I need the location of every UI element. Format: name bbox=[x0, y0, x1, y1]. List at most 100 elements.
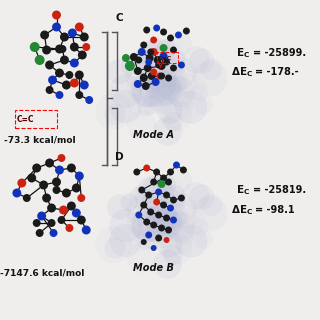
Circle shape bbox=[140, 202, 147, 209]
Circle shape bbox=[141, 190, 169, 218]
Circle shape bbox=[161, 100, 192, 131]
Circle shape bbox=[145, 59, 152, 66]
Circle shape bbox=[153, 181, 174, 203]
Circle shape bbox=[67, 164, 76, 172]
Circle shape bbox=[48, 76, 57, 84]
Circle shape bbox=[139, 175, 167, 204]
Circle shape bbox=[147, 204, 169, 225]
Text: $\mathbf{\Delta E_C}$: $\mathbf{\Delta E_C}$ bbox=[231, 203, 253, 217]
Circle shape bbox=[40, 30, 49, 39]
Circle shape bbox=[141, 55, 169, 83]
Circle shape bbox=[163, 214, 170, 221]
Circle shape bbox=[135, 189, 154, 209]
Circle shape bbox=[36, 229, 44, 237]
Circle shape bbox=[166, 212, 195, 241]
Circle shape bbox=[127, 205, 157, 236]
Circle shape bbox=[72, 209, 81, 218]
Circle shape bbox=[154, 211, 170, 228]
Circle shape bbox=[154, 117, 181, 146]
Circle shape bbox=[160, 174, 167, 181]
Circle shape bbox=[170, 217, 177, 223]
Text: Mode A: Mode A bbox=[133, 130, 174, 140]
Circle shape bbox=[140, 42, 147, 49]
Circle shape bbox=[46, 86, 53, 94]
Circle shape bbox=[154, 250, 181, 278]
Circle shape bbox=[70, 78, 79, 87]
Circle shape bbox=[134, 80, 142, 88]
Text: C: C bbox=[115, 13, 123, 23]
Circle shape bbox=[70, 59, 79, 68]
Circle shape bbox=[160, 52, 168, 60]
Circle shape bbox=[167, 204, 174, 212]
Circle shape bbox=[42, 45, 51, 54]
Circle shape bbox=[193, 197, 227, 231]
Circle shape bbox=[143, 212, 160, 228]
Text: = -25899.: = -25899. bbox=[253, 48, 306, 58]
Circle shape bbox=[23, 194, 31, 202]
Circle shape bbox=[157, 232, 182, 257]
Circle shape bbox=[170, 196, 177, 204]
Circle shape bbox=[32, 164, 41, 172]
Circle shape bbox=[166, 204, 187, 226]
Circle shape bbox=[167, 75, 186, 94]
Circle shape bbox=[129, 187, 152, 210]
Circle shape bbox=[126, 197, 155, 226]
Circle shape bbox=[166, 78, 195, 107]
Circle shape bbox=[154, 56, 162, 64]
Circle shape bbox=[149, 86, 176, 114]
Circle shape bbox=[55, 165, 64, 174]
Circle shape bbox=[160, 28, 167, 36]
Text: -73.3 kcal/mol: -73.3 kcal/mol bbox=[4, 135, 76, 144]
Circle shape bbox=[191, 84, 208, 101]
Circle shape bbox=[145, 205, 176, 236]
Circle shape bbox=[158, 211, 183, 235]
Circle shape bbox=[52, 186, 60, 194]
Circle shape bbox=[153, 45, 174, 67]
Circle shape bbox=[156, 51, 180, 75]
Circle shape bbox=[137, 229, 157, 250]
Circle shape bbox=[155, 61, 162, 68]
Circle shape bbox=[154, 73, 180, 100]
Circle shape bbox=[155, 188, 162, 196]
Circle shape bbox=[180, 73, 205, 99]
Circle shape bbox=[151, 245, 157, 251]
Circle shape bbox=[165, 227, 172, 234]
Circle shape bbox=[45, 60, 54, 69]
Circle shape bbox=[138, 206, 173, 242]
Circle shape bbox=[132, 212, 162, 241]
Circle shape bbox=[109, 209, 142, 242]
Circle shape bbox=[191, 219, 208, 236]
Circle shape bbox=[170, 65, 177, 71]
Circle shape bbox=[45, 158, 54, 167]
Circle shape bbox=[147, 209, 154, 215]
Circle shape bbox=[178, 61, 185, 68]
Circle shape bbox=[75, 91, 83, 99]
Circle shape bbox=[164, 245, 182, 264]
Circle shape bbox=[78, 51, 87, 60]
Circle shape bbox=[143, 230, 162, 249]
Circle shape bbox=[167, 210, 186, 229]
Circle shape bbox=[200, 59, 222, 80]
Circle shape bbox=[152, 78, 160, 86]
Circle shape bbox=[156, 193, 185, 222]
Circle shape bbox=[96, 227, 131, 263]
Circle shape bbox=[139, 39, 167, 68]
Circle shape bbox=[135, 212, 142, 219]
Circle shape bbox=[135, 178, 166, 209]
Circle shape bbox=[130, 53, 138, 61]
Circle shape bbox=[167, 35, 174, 42]
Text: = -98.1: = -98.1 bbox=[255, 205, 294, 215]
Circle shape bbox=[150, 48, 158, 56]
Circle shape bbox=[160, 44, 168, 52]
Circle shape bbox=[154, 76, 170, 92]
Circle shape bbox=[52, 22, 61, 31]
Circle shape bbox=[75, 22, 84, 31]
Circle shape bbox=[132, 77, 162, 107]
Circle shape bbox=[72, 183, 81, 193]
Circle shape bbox=[161, 49, 186, 74]
Circle shape bbox=[62, 81, 71, 90]
Circle shape bbox=[183, 46, 209, 73]
Circle shape bbox=[75, 172, 84, 180]
Circle shape bbox=[161, 222, 193, 255]
Circle shape bbox=[77, 194, 85, 202]
